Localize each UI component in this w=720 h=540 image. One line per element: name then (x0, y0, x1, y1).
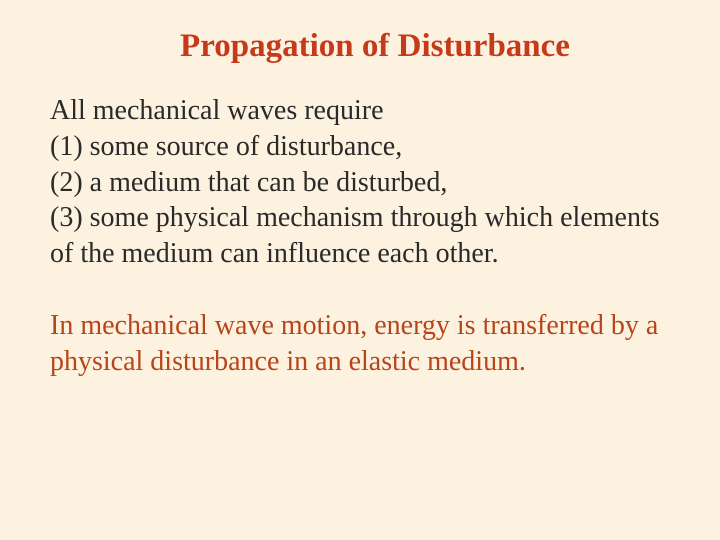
slide-body: All mechanical waves require (1) some so… (50, 93, 670, 380)
slide-title: Propagation of Disturbance (50, 28, 670, 65)
list-item-1: (1) some source of disturbance, (50, 129, 670, 165)
list-item-2: (2) a medium that can be disturbed, (50, 165, 670, 201)
slide-container: Propagation of Disturbance All mechanica… (0, 0, 720, 540)
list-item-3: (3) some physical mechanism through whic… (50, 200, 670, 272)
conclusion-text: In mechanical wave motion, energy is tra… (50, 308, 670, 380)
intro-text: All mechanical waves require (50, 93, 670, 129)
